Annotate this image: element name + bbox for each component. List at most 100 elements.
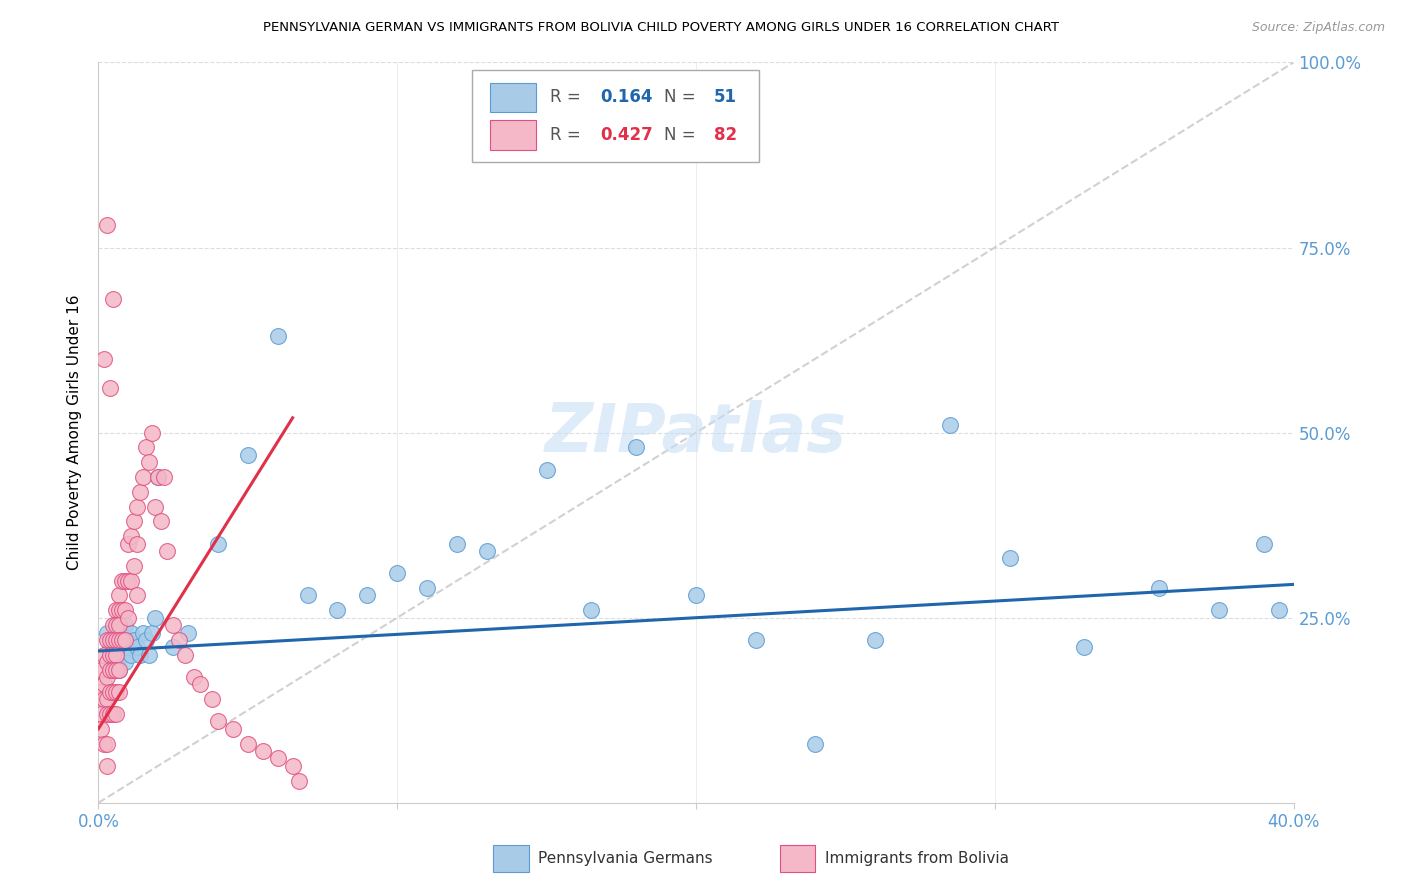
Point bbox=[120, 529, 142, 543]
Point bbox=[183, 670, 205, 684]
Point bbox=[90, 663, 112, 677]
Point bbox=[252, 744, 274, 758]
Point bbox=[385, 566, 409, 581]
Point bbox=[108, 625, 131, 640]
Point bbox=[108, 589, 131, 603]
Point bbox=[98, 640, 122, 655]
Point bbox=[93, 737, 115, 751]
Point bbox=[96, 758, 118, 772]
Point bbox=[446, 536, 468, 550]
Point bbox=[167, 632, 190, 647]
Bar bbox=[491, 83, 536, 112]
Point bbox=[98, 648, 122, 662]
Bar bbox=[491, 120, 536, 150]
Point bbox=[117, 574, 139, 588]
Point bbox=[174, 648, 197, 662]
Point bbox=[141, 425, 163, 440]
Point bbox=[135, 632, 157, 647]
Point bbox=[138, 648, 160, 662]
Point bbox=[103, 632, 125, 647]
Point bbox=[865, 632, 887, 647]
Point bbox=[96, 737, 118, 751]
Point bbox=[111, 574, 134, 588]
Point bbox=[138, 455, 160, 469]
Point bbox=[98, 663, 122, 677]
Point bbox=[103, 632, 125, 647]
Text: 51: 51 bbox=[714, 88, 737, 106]
Point bbox=[114, 603, 136, 617]
Point bbox=[297, 589, 319, 603]
Point bbox=[207, 714, 229, 729]
Point bbox=[148, 470, 170, 484]
Point bbox=[127, 640, 149, 655]
Point bbox=[93, 648, 115, 662]
Point bbox=[236, 737, 259, 751]
Point bbox=[127, 589, 149, 603]
Text: R =: R = bbox=[550, 88, 586, 106]
Point bbox=[804, 737, 827, 751]
Point bbox=[129, 484, 152, 499]
Point bbox=[117, 536, 139, 550]
Point bbox=[96, 655, 118, 669]
Point bbox=[416, 581, 439, 595]
Point bbox=[287, 773, 309, 788]
Point bbox=[96, 219, 118, 233]
Point bbox=[132, 625, 155, 640]
Point bbox=[93, 692, 115, 706]
Point bbox=[267, 751, 290, 765]
Point bbox=[103, 618, 125, 632]
Point bbox=[120, 574, 142, 588]
Point bbox=[93, 351, 115, 366]
Text: 0.427: 0.427 bbox=[600, 126, 654, 144]
Point bbox=[105, 706, 128, 721]
Point bbox=[114, 618, 136, 632]
Text: Immigrants from Bolivia: Immigrants from Bolivia bbox=[825, 851, 1010, 866]
Point bbox=[162, 640, 184, 655]
Point bbox=[105, 618, 128, 632]
Point bbox=[103, 293, 125, 307]
Point bbox=[111, 603, 134, 617]
Text: N =: N = bbox=[664, 126, 700, 144]
Point bbox=[98, 632, 122, 647]
Point bbox=[1073, 640, 1095, 655]
Bar bbox=[779, 845, 815, 871]
Point bbox=[939, 418, 962, 433]
Point bbox=[685, 589, 707, 603]
Point bbox=[188, 677, 211, 691]
Point bbox=[108, 632, 131, 647]
Point bbox=[127, 536, 149, 550]
Point bbox=[998, 551, 1021, 566]
Point bbox=[356, 589, 378, 603]
Point bbox=[177, 625, 200, 640]
Point bbox=[148, 470, 170, 484]
Point bbox=[1267, 603, 1289, 617]
Point bbox=[103, 648, 125, 662]
Point bbox=[150, 515, 173, 529]
Text: Pennsylvania Germans: Pennsylvania Germans bbox=[538, 851, 713, 866]
Point bbox=[132, 470, 155, 484]
Point bbox=[124, 632, 146, 647]
Point bbox=[103, 706, 125, 721]
Point bbox=[108, 685, 131, 699]
Text: 0.164: 0.164 bbox=[600, 88, 652, 106]
Bar bbox=[494, 845, 529, 871]
Point bbox=[96, 706, 118, 721]
Point bbox=[745, 632, 768, 647]
Point bbox=[98, 685, 122, 699]
Text: PENNSYLVANIA GERMAN VS IMMIGRANTS FROM BOLIVIA CHILD POVERTY AMONG GIRLS UNDER 1: PENNSYLVANIA GERMAN VS IMMIGRANTS FROM B… bbox=[263, 21, 1059, 34]
Point bbox=[117, 640, 139, 655]
Point bbox=[143, 500, 166, 514]
Point bbox=[105, 603, 128, 617]
Text: N =: N = bbox=[664, 88, 700, 106]
Point bbox=[124, 515, 146, 529]
Point bbox=[96, 632, 118, 647]
Point bbox=[105, 685, 128, 699]
Point bbox=[105, 618, 128, 632]
Point bbox=[536, 462, 558, 476]
Point bbox=[153, 470, 176, 484]
Point bbox=[114, 655, 136, 669]
Point bbox=[105, 632, 128, 647]
FancyBboxPatch shape bbox=[472, 70, 759, 162]
Point bbox=[90, 706, 112, 721]
Point bbox=[108, 663, 131, 677]
